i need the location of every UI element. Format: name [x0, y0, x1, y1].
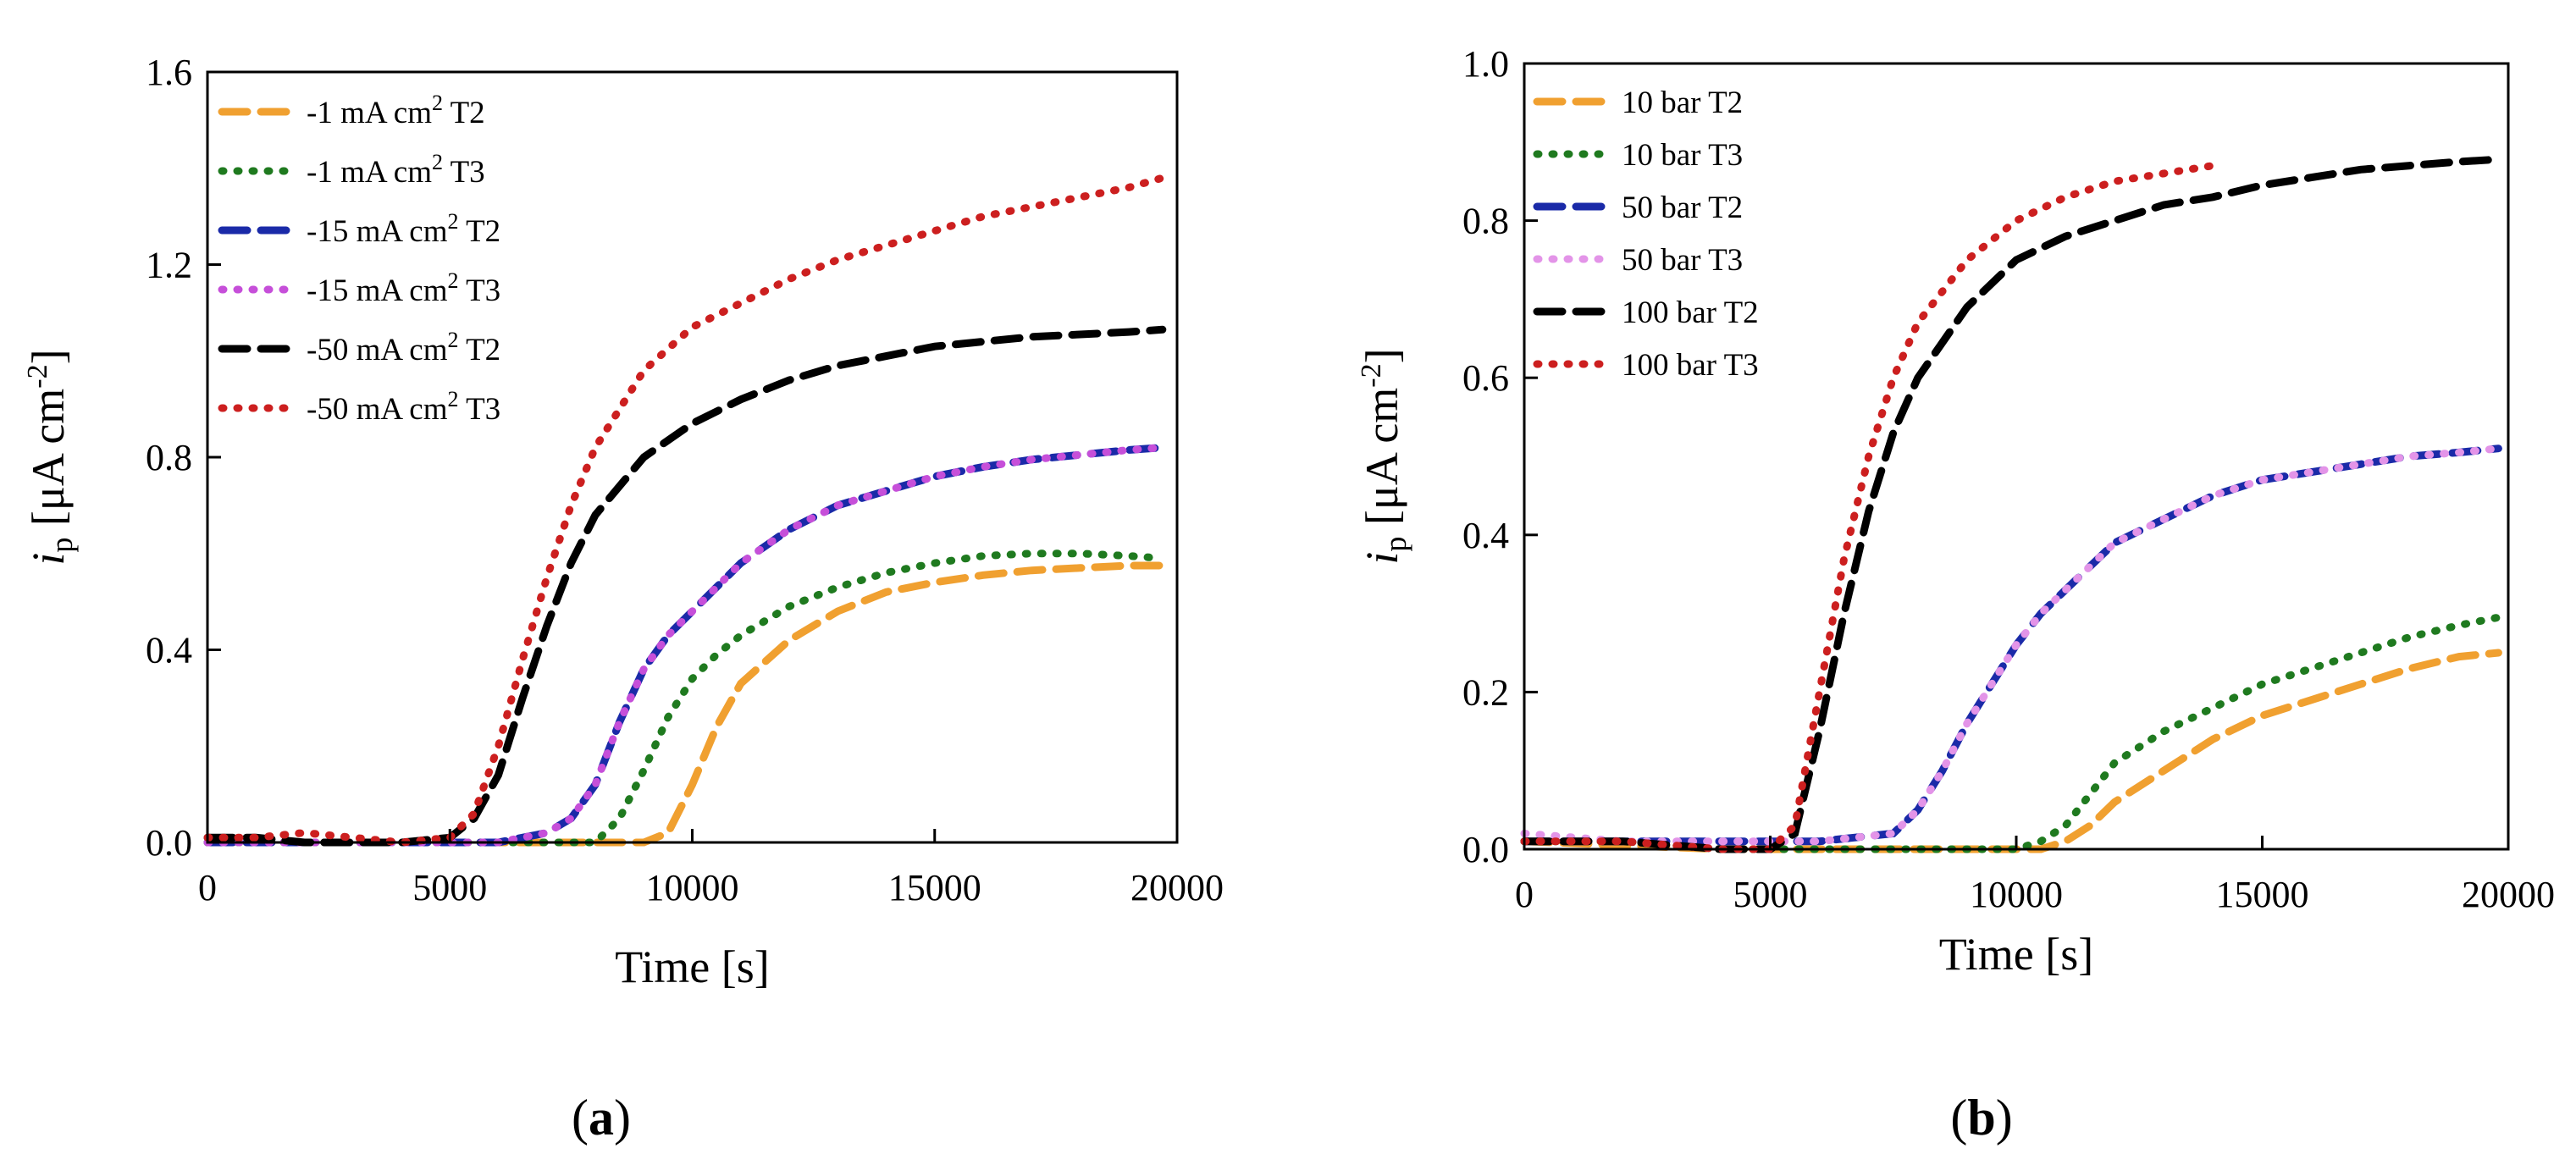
panel-a-caption-close: ) [614, 1090, 631, 1146]
panel-a-caption-open: ( [572, 1090, 589, 1146]
panel-b-legend-label: 50 bar T3 [1622, 243, 1743, 278]
panel-b-caption-open: ( [1950, 1090, 1967, 1146]
panel-b-series-50-bar-t3 [1520, 444, 2502, 846]
panel-b-legend-label: 10 bar T3 [1622, 138, 1743, 173]
panel-a-legend: -1 mA cm2 T2 -1 mA cm2 T3 -15 mA cm2 T2 -15… [218, 91, 500, 427]
panel-a-ytick-label: 1.2 [146, 245, 192, 286]
panel-b-ylabel-italic: i [1357, 552, 1407, 565]
panel-a-ytick-label: 0.8 [146, 437, 192, 478]
panel-b-ytick-label: 0.4 [1462, 515, 1509, 556]
panel-b-legend-label: 10 bar T2 [1622, 86, 1743, 120]
panel-a: 0 5000 10000 15000 20000 0.0 0.4 0.8 1.2 1.6 Time… [22, 52, 1224, 1146]
panel-a-xtick-label: 15000 [888, 867, 981, 908]
panel-b-xtick-label: 5000 [1733, 874, 1808, 915]
panel-a-caption-letter: a [589, 1090, 614, 1146]
panel-a-xtick-label: 0 [198, 867, 217, 908]
panel-a-legend-label: -15 mA cm2 T2 [307, 209, 500, 249]
panel-a-legend-label: -50 mA cm2 T3 [307, 387, 500, 427]
panel-a-ticks: 0 5000 10000 15000 20000 0.0 0.4 0.8 1.2 1.6 [146, 52, 1224, 908]
panel-a-ytick-label: 0.4 [146, 630, 192, 671]
panel-a-series-15-ma-cm-t3 [203, 444, 1167, 847]
panel-a-xlabel: Time [s] [615, 941, 770, 992]
panel-b-ylabel-sub: p [1379, 537, 1412, 552]
panel-b-ytick-label: 0.6 [1462, 357, 1509, 399]
panel-a-caption: (a) [572, 1090, 631, 1146]
panel-a-ylabel: ip [μA cm-2] [22, 349, 79, 565]
panel-a-legend-label: -1 mA cm2 T2 [307, 91, 485, 130]
panel-b-xtick-label: 15000 [2216, 874, 2309, 915]
panel-b-ytick-label: 0.0 [1462, 829, 1509, 870]
panel-a-xtick-label: 10000 [646, 867, 739, 908]
panel-b-caption-close: ) [1996, 1090, 2013, 1146]
panel-a-ylabel-sub: p [45, 538, 79, 553]
panel-a-ylabel-sup: -2 [22, 364, 53, 388]
panel-b-ylabel-close: ] [1357, 348, 1407, 363]
panel-b-legend-label: 100 bar T3 [1622, 348, 1759, 383]
panel-a-legend-label: -50 mA cm2 T2 [307, 328, 500, 367]
panel-a-ylabel-close: ] [23, 349, 74, 364]
panel-b-ylabel-unit: [μA cm [1357, 388, 1407, 537]
panel-a-ylabel-italic: i [23, 553, 74, 566]
panel-a-xtick-label: 5000 [412, 867, 487, 908]
panel-b-xtick-label: 0 [1515, 874, 1534, 915]
panel-b-legend: 10 bar T2 10 bar T3 50 bar T2 50 bar T3 100 … [1533, 86, 1759, 383]
panel-b-caption: (b) [1950, 1090, 2012, 1146]
panel-b-caption-letter: b [1967, 1090, 1995, 1146]
panel-b-xlabel: Time [s] [1939, 929, 2094, 980]
panel-a-ytick-label: 0.0 [146, 822, 192, 864]
panel-b-legend-label: 50 bar T2 [1622, 190, 1743, 225]
panel-b-legend-label: 100 bar T2 [1622, 295, 1759, 330]
panel-a-ylabel-unit: [μA cm [23, 389, 74, 538]
panel-b-ytick-label: 1.0 [1462, 43, 1509, 85]
panel-a-legend-label: -1 mA cm2 T3 [307, 150, 485, 190]
panel-b-series-100-bar-t3 [1520, 162, 2217, 853]
panel-b-ytick-label: 0.2 [1462, 671, 1509, 713]
panel-a-ytick-label: 1.6 [146, 52, 192, 93]
panel-a-series-50-ma-cm-t2 [203, 325, 1167, 847]
panel-b-xtick-label: 20000 [2462, 874, 2555, 915]
panel-b-ylabel-sup: -2 [1356, 363, 1387, 387]
panel-a-legend-label: -15 mA cm2 T3 [307, 268, 500, 308]
panel-b-ylabel: ip [μA cm-2] [1356, 348, 1412, 564]
panel-b-xtick-label: 10000 [1970, 874, 2063, 915]
panel-b-ytick-label: 0.8 [1462, 201, 1509, 242]
panel-b-ticks: 0 5000 10000 15000 20000 0.0 0.2 0.4 0.6 0.8 1.0 [1462, 43, 2555, 915]
panel-a-xtick-label: 20000 [1130, 867, 1224, 908]
panel-b: 0 5000 10000 15000 20000 0.0 0.2 0.4 0.6 0.8 1.0 T… [1356, 43, 2555, 1146]
